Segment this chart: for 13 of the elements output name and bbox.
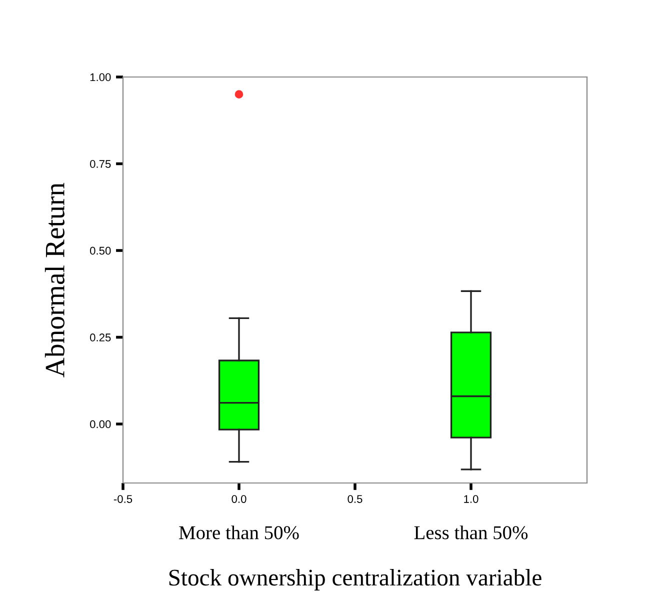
x-tick-label: 1.0 xyxy=(464,495,478,503)
y-axis-title: Abnormal Return xyxy=(44,182,64,378)
y-tick-label: 0.75 xyxy=(90,160,111,168)
y-tick-label: 1.00 xyxy=(90,73,111,82)
x-tick-label: 0.5 xyxy=(348,495,362,503)
x-tick-label: 0.0 xyxy=(232,495,246,503)
y-tick-label: 0.50 xyxy=(90,246,111,255)
x-tick-label: -0.5 xyxy=(114,495,132,503)
text: More than 50% xyxy=(179,526,299,540)
y-tick-label: 0.25 xyxy=(90,334,111,342)
x-axis-title: Stock ownership centralization variable xyxy=(169,569,542,590)
text: Less than 50% xyxy=(414,526,528,540)
y-tick-label: 0.00 xyxy=(90,420,111,428)
